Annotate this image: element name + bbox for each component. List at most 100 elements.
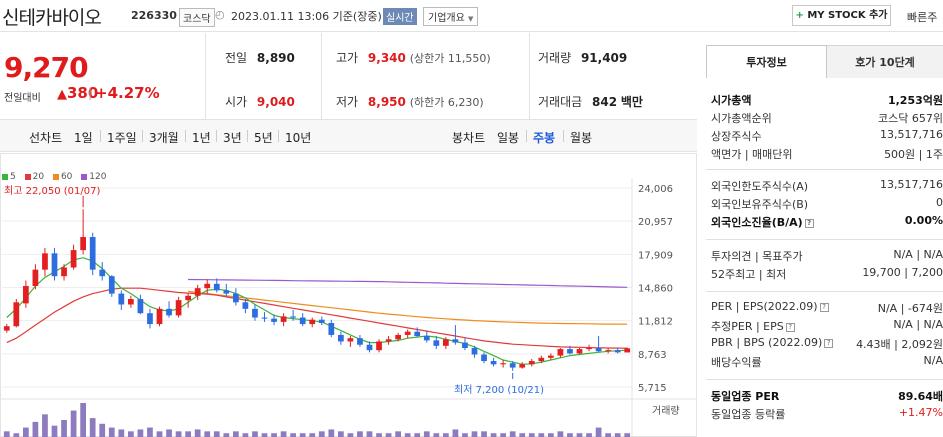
candle-body: [404, 331, 411, 335]
candlestick-chart[interactable]: 24,006 20,957 17,909 14,860 11,812 8,763 5,715…: [0, 153, 697, 437]
info-row-value: 13,517,716: [880, 128, 943, 141]
volume-bar: [166, 429, 172, 437]
tab-monthly[interactable]: 월봉: [570, 131, 593, 145]
info-row: 동일업종 PER 89.64배: [711, 388, 943, 406]
volume-bar: [395, 431, 401, 437]
legend-ma60: 60: [52, 172, 72, 182]
current-price: 9,270: [4, 51, 89, 84]
info-row-value: 4.43배 | 2,092원: [856, 338, 943, 351]
ma120-line: [188, 278, 628, 288]
tab-weekly[interactable]: 주봉: [533, 131, 556, 145]
volume-bar: [42, 414, 48, 437]
volume-bar: [443, 433, 449, 437]
tab-investment-info[interactable]: 투자정보: [706, 45, 827, 78]
candle-body: [261, 317, 268, 319]
volume-bar: [147, 427, 153, 437]
candle-body: [586, 347, 592, 350]
divider: [100, 130, 101, 142]
volume-label: 거래량: [538, 51, 572, 65]
info-row: 추정PER | EPS? N/A | N/A: [711, 318, 943, 336]
volume-bar: [338, 431, 344, 437]
change-value: ▲380: [57, 84, 98, 102]
info-row-label: 동일업종 PER: [711, 390, 780, 403]
candle-body: [242, 302, 249, 309]
divider: [706, 239, 943, 240]
stock-header: 신테카바이오 226330 코스닥 ◴ 2023.01.11 13:06 기준(…: [0, 0, 943, 32]
info-row-label: PBR | BPS (2022.09)?: [711, 336, 834, 349]
divider: [563, 130, 564, 142]
volume-bar: [194, 429, 201, 437]
tab-order-book[interactable]: 호가 10단계: [827, 45, 943, 78]
open-value: 9,040: [256, 95, 295, 109]
info-row-value: 코스닥 657위: [878, 112, 943, 125]
volume-bar: [614, 433, 621, 437]
info-row-value: 19,700 | 7,200: [862, 266, 943, 279]
help-icon[interactable]: ?: [824, 338, 834, 348]
volume-bar: [99, 423, 106, 437]
amount-value: 842: [592, 95, 618, 109]
volume-bar: [538, 433, 545, 437]
tab-daily[interactable]: 일봉: [497, 131, 520, 145]
volume-bar: [32, 421, 39, 437]
volume-bar: [481, 431, 487, 437]
volume-bar: [519, 433, 526, 437]
volume-bar: [557, 431, 564, 437]
volume-bar: [376, 433, 382, 437]
company-info-dropdown[interactable]: 기업개요 ▼: [423, 7, 479, 26]
divider: [247, 130, 248, 142]
change-percent: +4.27%: [95, 84, 160, 102]
candle-body: [118, 293, 125, 305]
legend-ma5: 5: [2, 172, 16, 182]
info-row-value: 0.00%: [904, 214, 943, 227]
volume-bar: [261, 433, 268, 437]
candle-body: [233, 293, 239, 303]
volume-value: 91,409: [580, 51, 628, 65]
volume-bar: [328, 429, 335, 437]
chevron-down-icon: ▼: [468, 15, 474, 23]
candle-body: [595, 347, 602, 352]
candle-body: [99, 269, 106, 277]
candle-body: [481, 354, 487, 362]
high-value: 9,340: [367, 51, 406, 65]
divider: [706, 169, 943, 170]
tab-1w[interactable]: 1주일: [107, 131, 137, 145]
info-row-value: 1,253억원: [887, 94, 943, 107]
add-mystock-button[interactable]: + MY STOCK 추가: [792, 5, 891, 26]
tab-1y[interactable]: 1년: [192, 131, 211, 145]
info-row: 시가총액순위 코스닥 657위: [711, 110, 943, 128]
candle-body: [385, 339, 392, 342]
candle-body: [423, 336, 430, 341]
volume-bar: [366, 431, 373, 437]
volume-bar: [309, 433, 316, 437]
tab-3y[interactable]: 3년: [223, 131, 242, 145]
volume-bar: [423, 431, 430, 437]
tab-5y[interactable]: 5년: [254, 131, 273, 145]
volume-bar: [204, 431, 211, 437]
tab-1d[interactable]: 1일: [74, 131, 93, 145]
divider: |: [88, 86, 93, 100]
realtime-badge[interactable]: 실시간: [383, 8, 417, 25]
company-info-label: 기업개요: [428, 13, 465, 24]
candle-body: [338, 334, 344, 342]
fast-order-link[interactable]: 빠른주: [907, 11, 938, 24]
quote-datetime: 2023.01.11 13:06 기준(장중): [231, 10, 382, 23]
help-icon[interactable]: ?: [819, 302, 829, 312]
divider: [278, 130, 279, 142]
low-label: 저가: [336, 95, 359, 109]
volume-bar: [404, 433, 411, 437]
tab-10y[interactable]: 10년: [285, 131, 312, 145]
volume-bar: [528, 433, 535, 437]
help-icon[interactable]: ?: [804, 218, 814, 228]
candle-body: [347, 338, 354, 342]
info-row: 동일업종 등락률 +1.47%: [711, 406, 943, 424]
info-row-label: 추정PER | EPS?: [711, 318, 795, 334]
divider: [529, 33, 530, 119]
help-icon[interactable]: ?: [785, 322, 795, 332]
tab-3m[interactable]: 3개월: [149, 131, 179, 145]
volume-bar: [137, 429, 144, 437]
volume-bar: [108, 427, 115, 437]
info-row-value: +1.47%: [898, 406, 943, 419]
candle-body: [376, 341, 382, 351]
info-row: 시가총액 1,253억원: [711, 92, 943, 110]
